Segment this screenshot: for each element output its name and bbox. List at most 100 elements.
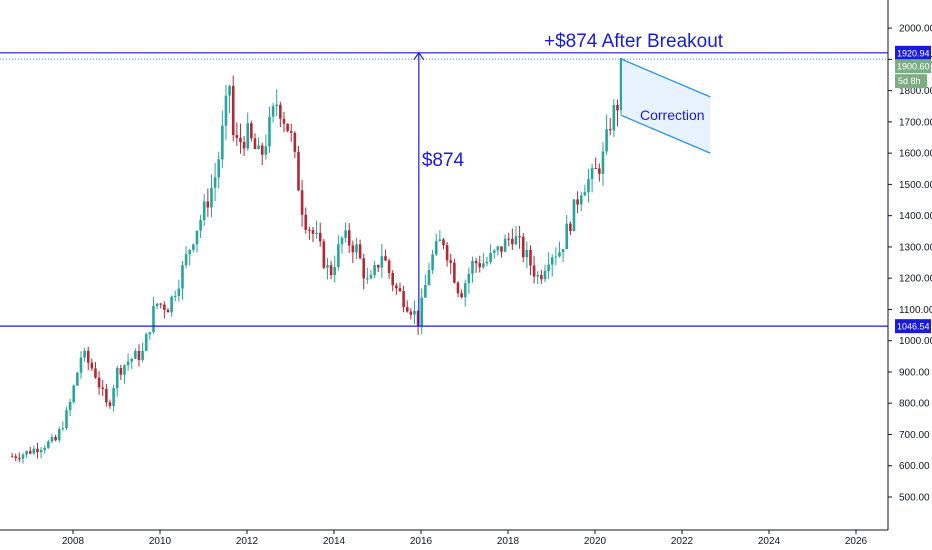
candle-up — [43, 447, 47, 450]
candle-down — [460, 293, 463, 298]
candle-down — [86, 350, 90, 363]
candle-up — [373, 265, 376, 276]
candle-down — [253, 138, 257, 149]
candle-up — [561, 249, 565, 253]
candle-up — [192, 244, 195, 250]
candle-down — [478, 263, 482, 268]
candle-down — [507, 238, 511, 240]
candle-up — [68, 401, 72, 411]
candle-up — [482, 263, 485, 268]
candle-up — [619, 57, 623, 111]
candle-up — [496, 246, 500, 251]
measure-arrow-head — [413, 51, 425, 61]
time-tick-label: 2018 — [497, 536, 520, 547]
candle-down — [387, 260, 391, 273]
candle-up — [126, 361, 130, 366]
candle-up — [413, 310, 416, 315]
candle-down — [289, 131, 293, 133]
candle-up — [148, 332, 152, 335]
price-tick-label: 1800.00 — [899, 86, 932, 97]
candle-down — [108, 402, 112, 406]
candlestick-series — [10, 57, 623, 464]
candle-up — [340, 237, 344, 245]
candle-up — [170, 296, 173, 313]
candle-up — [181, 265, 184, 289]
candle-down — [231, 86, 235, 136]
candle-up — [39, 449, 43, 453]
candle-down — [384, 256, 387, 261]
candle-up — [50, 437, 54, 442]
candle-up — [155, 303, 159, 306]
candle-up — [275, 104, 279, 107]
time-tick-label: 2020 — [584, 536, 607, 547]
candle-up — [130, 358, 134, 362]
candle-down — [402, 291, 405, 308]
candle-up — [471, 261, 474, 274]
candle-down — [598, 168, 601, 174]
candle-down — [239, 137, 242, 143]
candle-down — [242, 142, 246, 149]
price-tags: 1920.94 1900.60 5d 8h 1046.54 — [895, 45, 931, 334]
candle-down — [362, 258, 366, 279]
price-tick-label: 1000.00 — [899, 336, 932, 347]
candle-up — [271, 106, 275, 117]
candle-down — [409, 311, 413, 315]
candle-down — [282, 118, 286, 124]
candle-up — [485, 261, 489, 264]
candle-up — [565, 223, 569, 250]
candle-up — [587, 179, 590, 193]
candle-up — [424, 285, 427, 298]
chart-annotations: $874 +$874 After Breakout Correction — [0, 31, 888, 327]
candle-up — [583, 192, 587, 196]
candle-up — [355, 244, 358, 253]
candle-down — [293, 132, 297, 152]
candle-down — [347, 230, 351, 246]
price-tick-label: 1100.00 — [899, 305, 932, 316]
candle-up — [554, 256, 558, 258]
price-tick-label: 700.00 — [899, 430, 930, 441]
correction-channel-lower — [621, 115, 711, 154]
time-axis[interactable]: 2008 2010 2012 2014 2016 2018 2020 2022 2024 2026 — [62, 530, 868, 547]
candle-up — [558, 252, 561, 257]
candle-up — [141, 350, 144, 360]
candle-up — [217, 159, 221, 178]
time-tick-label: 2014 — [323, 536, 346, 547]
price-tick-label: 800.00 — [899, 399, 930, 410]
price-axis[interactable]: 500.00 600.00 700.00 800.00 900.00 1000.00 110… — [888, 24, 932, 504]
candle-up — [173, 296, 177, 298]
candle-down — [576, 199, 579, 205]
candle-up — [65, 410, 68, 429]
candle-up — [268, 116, 271, 147]
candle-down — [311, 230, 315, 234]
candle-up — [503, 238, 507, 252]
price-tick-label: 1300.00 — [899, 242, 932, 253]
candle-up — [115, 367, 119, 389]
candle-down — [445, 245, 449, 261]
candle-up — [195, 230, 199, 245]
candle-up — [572, 199, 576, 232]
candle-up — [199, 220, 202, 231]
candle-down — [235, 135, 239, 138]
candle-up — [420, 297, 424, 326]
candle-up — [380, 256, 384, 268]
price-tick-label: 1400.00 — [899, 211, 932, 222]
candle-up — [210, 187, 213, 208]
candle-up — [525, 249, 529, 258]
candle-up — [202, 201, 206, 221]
candle-up — [25, 451, 28, 455]
candle-down — [300, 190, 304, 215]
resistance-price-tag-badge — [895, 45, 931, 60]
candle-down — [594, 168, 598, 170]
candle-down — [391, 272, 395, 286]
candle-up — [228, 86, 231, 96]
candle-up — [83, 350, 86, 358]
time-tick-label: 2008 — [62, 536, 85, 547]
time-tick-label: 2026 — [845, 536, 868, 547]
candle-up — [590, 168, 594, 180]
candle-up — [76, 372, 79, 386]
candle-up — [366, 278, 369, 280]
candle-down — [94, 368, 97, 378]
candle-up — [177, 288, 181, 297]
candle-down — [304, 214, 308, 230]
